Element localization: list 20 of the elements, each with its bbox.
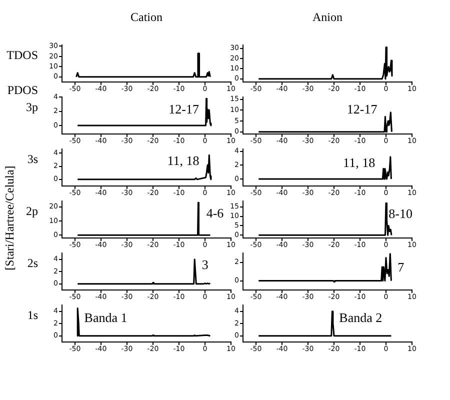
annotation: 11, 18 bbox=[167, 153, 200, 168]
annotation: Banda 1 bbox=[84, 310, 128, 326]
text: [Stari/Hartree/Celula] bbox=[2, 166, 18, 270]
chart-title: Cation bbox=[130, 10, 162, 25]
annotation: 12-17 bbox=[346, 102, 378, 117]
y-axis-title: 2p bbox=[26, 204, 38, 219]
annotation: 8-10 bbox=[388, 206, 413, 221]
chart-title: Anion bbox=[312, 10, 342, 25]
y-axis-title: 2s bbox=[27, 256, 38, 271]
annotation: 3 bbox=[202, 256, 208, 272]
annotation: 7 bbox=[398, 259, 405, 274]
y-axis-title: 1s bbox=[27, 308, 38, 323]
annotation: 12-17 bbox=[168, 101, 200, 116]
text: PDOS bbox=[7, 83, 38, 98]
annotation: 11, 18 bbox=[343, 155, 376, 170]
y-axis-title: TDOS bbox=[6, 48, 38, 63]
annotation: 4-6 bbox=[206, 205, 224, 220]
y-axis-title: 3p bbox=[26, 100, 38, 115]
y-axis-title: 3s bbox=[27, 152, 38, 167]
annotation: Banda 2 bbox=[339, 310, 382, 326]
